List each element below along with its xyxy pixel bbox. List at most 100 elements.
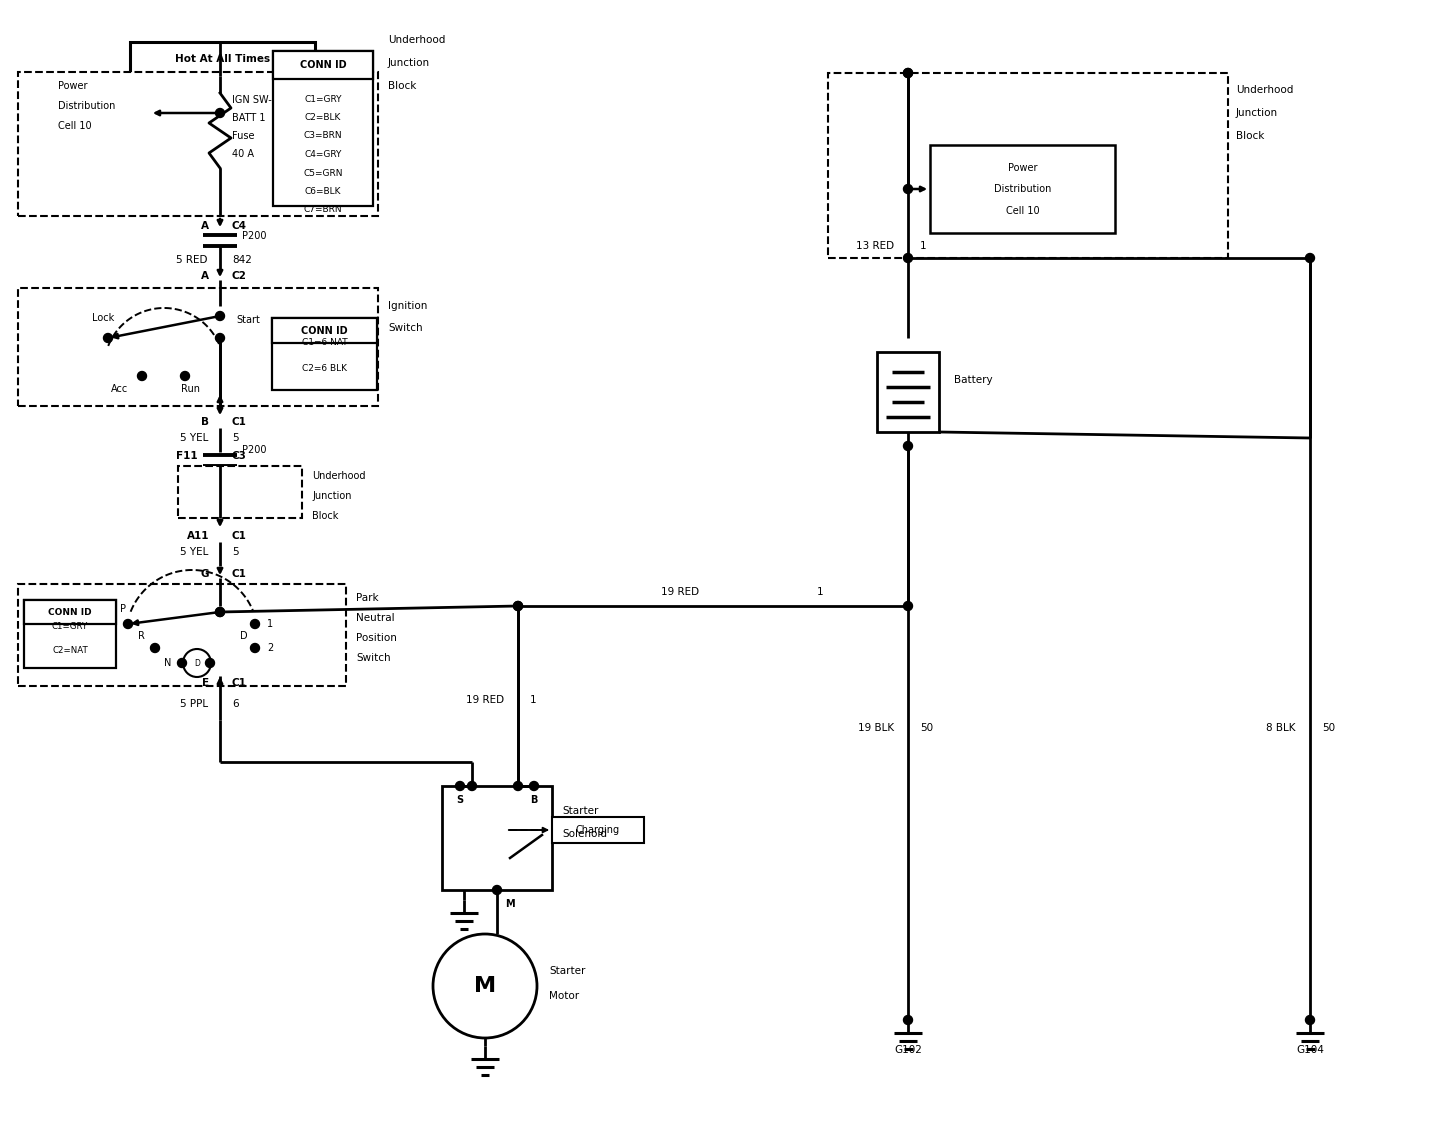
Text: Switch: Switch [357,653,391,664]
Text: 40 A: 40 A [232,149,255,160]
Text: Block: Block [312,511,338,521]
Text: Power: Power [58,82,88,91]
Bar [272,318,377,390]
Text: C5=GRN: C5=GRN [303,169,342,178]
Text: N: N [164,658,171,668]
Bar [24,600,116,668]
Text: C1: C1 [232,417,246,427]
Text: 1: 1 [267,619,273,629]
Circle shape [456,782,464,791]
Bar [273,51,372,205]
Circle shape [467,782,476,791]
Text: Run: Run [181,383,200,394]
Bar [877,352,939,432]
Text: F11: F11 [177,451,198,461]
Text: G102: G102 [894,1045,922,1055]
Circle shape [513,602,522,611]
Circle shape [124,620,132,628]
Circle shape [216,109,224,117]
Bar [272,318,377,343]
Text: P200: P200 [242,445,266,455]
Circle shape [104,334,112,342]
Text: Ignition: Ignition [388,301,427,311]
Text: 5 PPL: 5 PPL [180,699,209,709]
Text: 50: 50 [1322,723,1334,734]
Text: Starter: Starter [562,806,598,816]
Text: 19 BLK: 19 BLK [858,723,894,734]
Circle shape [216,311,224,320]
Text: C2=NAT: C2=NAT [52,645,88,654]
Text: CONN ID: CONN ID [299,60,347,70]
Bar [129,42,315,76]
Circle shape [138,372,147,380]
Text: P200: P200 [242,231,266,241]
Text: A: A [201,271,209,281]
Text: Lock: Lock [92,313,114,323]
Text: B: B [531,796,538,805]
Text: Cell 10: Cell 10 [58,121,92,131]
Text: Park: Park [357,594,378,603]
Text: C1: C1 [232,532,246,541]
Text: Charging: Charging [577,825,620,835]
Text: P: P [119,604,127,614]
Text: C3: C3 [232,451,246,461]
Circle shape [492,885,502,894]
Circle shape [206,659,214,667]
Text: C2: C2 [232,271,246,281]
Circle shape [903,602,913,611]
Bar [441,786,552,890]
Text: Battery: Battery [953,375,992,385]
Text: Switch: Switch [388,323,423,333]
Text: Underhood: Underhood [388,34,446,45]
Circle shape [181,372,190,380]
Circle shape [250,620,259,628]
Text: Junction: Junction [388,59,430,68]
Circle shape [529,782,538,791]
Text: 1: 1 [817,587,824,597]
Text: Underhood: Underhood [1237,85,1293,95]
Text: Power: Power [1008,163,1037,173]
Text: 13 RED: 13 RED [856,241,894,251]
Text: 6: 6 [232,699,239,709]
Text: Block: Block [1237,131,1264,141]
Text: C6=BLK: C6=BLK [305,187,341,196]
Circle shape [216,334,224,342]
Text: 1: 1 [531,695,536,705]
Text: R: R [138,631,144,641]
Text: Solenoid: Solenoid [562,829,607,839]
Text: C4: C4 [232,222,246,231]
Text: C1=GRY: C1=GRY [305,94,342,103]
Bar [19,72,378,216]
Text: G: G [200,569,209,579]
Circle shape [513,782,522,791]
Text: Junction: Junction [312,491,351,501]
Circle shape [151,644,160,652]
Text: CONN ID: CONN ID [49,607,92,616]
Bar [273,51,372,79]
Text: 5: 5 [232,433,239,443]
Circle shape [177,659,187,667]
Text: IGN SW-: IGN SW- [232,95,272,104]
Text: 5: 5 [232,546,239,557]
Text: 5 YEL: 5 YEL [180,546,209,557]
Bar [930,145,1114,233]
Circle shape [903,442,913,450]
Text: CONN ID: CONN ID [301,326,348,335]
Text: A11: A11 [187,532,209,541]
Text: 8 BLK: 8 BLK [1267,723,1296,734]
Circle shape [903,69,913,78]
Text: 50: 50 [920,723,933,734]
Text: 5 RED: 5 RED [177,255,209,265]
Circle shape [513,602,522,611]
Text: Position: Position [357,633,397,643]
Circle shape [1306,1016,1314,1024]
Bar [828,73,1228,258]
Text: A: A [201,222,209,231]
Text: E: E [201,678,209,688]
Text: C4=GRY: C4=GRY [305,150,342,160]
Text: Junction: Junction [1237,108,1278,118]
Circle shape [216,607,224,616]
Text: Distribution: Distribution [58,101,115,111]
Circle shape [1306,254,1314,263]
Text: Starter: Starter [549,965,585,976]
